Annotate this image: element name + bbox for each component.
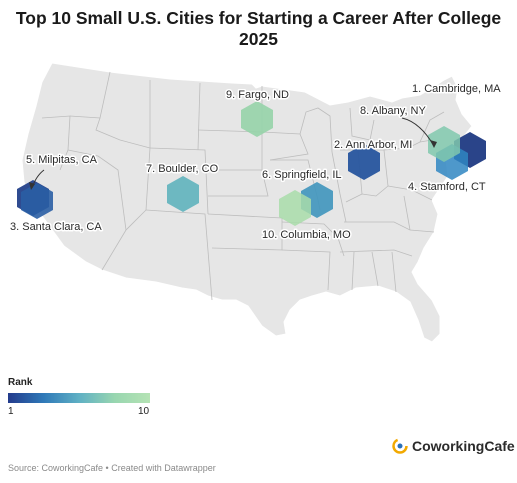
leader-arrow-albany — [430, 140, 437, 148]
legend-min-label: 1 — [8, 406, 14, 417]
city-marker-ann-arbor — [348, 144, 380, 180]
city-marker-milpitas — [21, 183, 53, 219]
chart-title: Top 10 Small U.S. Cities for Starting a … — [15, 8, 502, 49]
legend-color-ramp — [8, 393, 150, 403]
city-marker-boulder — [167, 176, 199, 212]
coworkingcafe-logo-icon — [392, 438, 408, 454]
city-marker-columbia — [279, 190, 311, 226]
city-label-santa-clara: 3. Santa Clara, CA — [10, 221, 102, 233]
leader-arrow-milpitas — [29, 182, 35, 190]
us-land-shape — [21, 62, 473, 343]
city-label-boulder: 7. Boulder, CO — [146, 163, 219, 175]
brand-name: CoworkingCafe — [412, 438, 515, 454]
city-label-milpitas: 5. Milpitas, CA — [26, 154, 98, 166]
legend-max-label: 10 — [138, 406, 150, 417]
city-label-cambridge: 1. Cambridge, MA — [412, 83, 501, 95]
city-label-stamford: 4. Stamford, CT — [408, 181, 486, 193]
brand: CoworkingCafe — [392, 438, 515, 454]
city-markers — [17, 101, 486, 226]
source-note: Source: CoworkingCafe • Created with Dat… — [8, 463, 216, 473]
city-label-springfield: 6. Springfield, IL — [262, 169, 342, 181]
city-marker-albany — [428, 126, 460, 162]
city-label-columbia: 10. Columbia, MO — [262, 229, 351, 241]
city-label-fargo: 9. Fargo, ND — [226, 89, 289, 101]
city-marker-fargo — [241, 101, 273, 137]
city-label-albany: 8. Albany, NY — [360, 105, 426, 117]
legend-title: Rank — [8, 377, 33, 388]
city-label-ann-arbor: 2. Ann Arbor, MI — [334, 139, 412, 151]
